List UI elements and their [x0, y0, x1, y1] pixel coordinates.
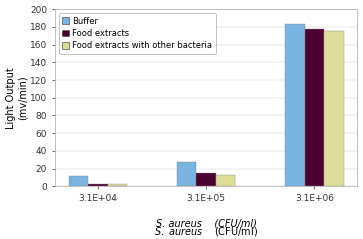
Bar: [324, 31, 344, 186]
Bar: [285, 24, 305, 186]
Text: $\it{S.\ aureus}$    (CFU/ml): $\it{S.\ aureus}$ (CFU/ml): [154, 225, 258, 239]
Bar: [196, 173, 216, 186]
Legend: Buffer, Food extracts, Food extracts with other bacteria: Buffer, Food extracts, Food extracts wit…: [59, 13, 216, 54]
Bar: [177, 162, 196, 186]
Text: S. aureus    (CFU/ml): S. aureus (CFU/ml): [156, 218, 257, 228]
Bar: [216, 175, 235, 186]
Bar: [305, 29, 324, 186]
Y-axis label: Light Output
(mv/min): Light Output (mv/min): [5, 67, 27, 129]
Bar: [69, 176, 88, 186]
Bar: [88, 184, 107, 186]
Bar: [107, 184, 127, 186]
